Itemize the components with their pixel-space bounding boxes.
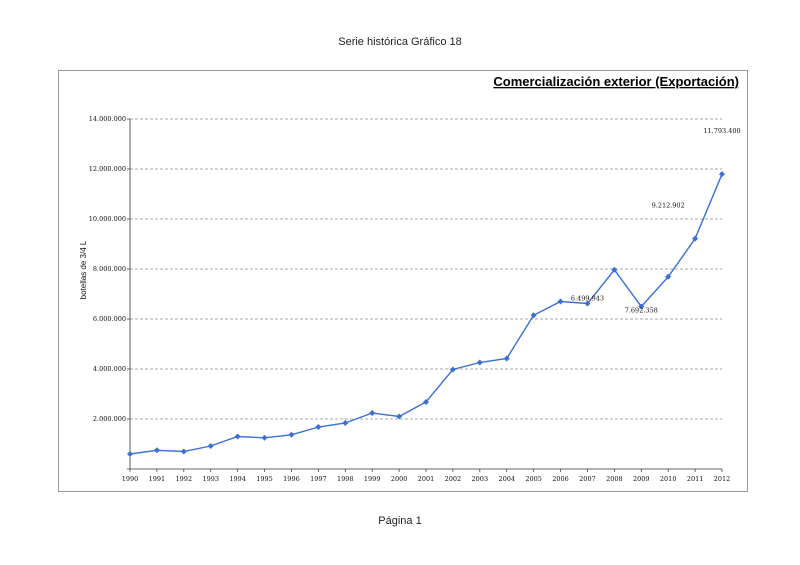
data-point — [557, 298, 564, 305]
y-axis-label: botellas de 3/4 L — [79, 240, 88, 299]
page-footer: Página 1 — [378, 515, 422, 527]
x-tick-label: 1991 — [149, 475, 166, 483]
y-tick-label: 2.000.000 — [93, 415, 126, 423]
data-point — [503, 355, 510, 362]
chart-title: Comercialización exterior (Exportación) — [493, 74, 739, 89]
x-tick-label: 2001 — [418, 475, 435, 483]
axes — [129, 119, 723, 472]
data-point — [127, 451, 133, 457]
x-tick-label: 2011 — [687, 475, 704, 483]
y-tick-label: 8.000.000 — [93, 265, 126, 273]
data-point — [449, 366, 456, 373]
data-point — [261, 434, 268, 441]
data-point — [665, 273, 672, 280]
x-tick-label: 1997 — [310, 475, 327, 483]
x-tick-labels: 1990 1991 1992 1993 1994 1995 1996 1997 1998 1999… — [122, 475, 731, 483]
x-tick-label: 2010 — [660, 475, 677, 483]
data-point — [396, 413, 403, 420]
x-tick-label: 2006 — [552, 475, 569, 483]
data-point — [530, 312, 537, 319]
data-label: 6.499.943 — [571, 294, 604, 302]
x-tick-label: 2003 — [472, 475, 489, 483]
chart-frame — [58, 70, 748, 492]
x-tick-label: 2012 — [714, 475, 731, 483]
x-tick-label: 2005 — [525, 475, 542, 483]
x-tick-label: 1992 — [176, 475, 193, 483]
data-label: 7.692.358 — [625, 306, 658, 314]
data-point — [476, 359, 483, 366]
x-tick-label: 1998 — [337, 475, 354, 483]
data-point — [692, 235, 699, 242]
x-tick-label: 1995 — [256, 475, 273, 483]
data-label: 11.793.400 — [703, 127, 740, 135]
y-tick-label: 6.000.000 — [93, 315, 126, 323]
data-point — [315, 424, 322, 430]
y-tick-labels: 2.000.000 4.000.000 6.000.000 8.000.000 10.0… — [89, 115, 126, 423]
data-point — [180, 448, 187, 455]
series-markers — [127, 171, 725, 457]
data-point — [584, 300, 591, 307]
x-tick-label: 2000 — [391, 475, 408, 483]
data-point — [207, 443, 214, 449]
data-point — [342, 420, 349, 426]
x-tick-label: 1990 — [122, 475, 139, 483]
data-point — [719, 171, 725, 178]
y-tick-label: 4.000.000 — [93, 365, 126, 373]
y-tick-label: 12.000.000 — [89, 165, 126, 173]
x-tick-label: 2004 — [498, 475, 515, 483]
x-tick-label: 1994 — [229, 475, 246, 483]
data-annotations: 11.793.400 9.212.902 6.499.943 7.692.358 — [571, 127, 741, 315]
data-point — [423, 399, 429, 405]
x-tick-label: 1999 — [364, 475, 381, 483]
x-tick-label: 1993 — [202, 475, 219, 483]
data-point — [638, 303, 645, 310]
data-label: 9.212.902 — [652, 201, 685, 209]
y-tick-label: 14.000.000 — [89, 115, 126, 123]
x-tick-label: 2002 — [445, 475, 462, 483]
x-tick-label: 2009 — [633, 475, 650, 483]
gridlines — [127, 118, 722, 470]
data-point — [288, 431, 295, 438]
x-tick-label: 1996 — [283, 475, 300, 483]
data-point — [153, 447, 160, 454]
y-tick-label: 10.000.000 — [89, 215, 126, 223]
data-point — [369, 410, 376, 416]
data-point — [234, 433, 241, 440]
data-point — [611, 266, 618, 273]
x-tick-label: 2008 — [606, 475, 623, 483]
x-tick-label: 2007 — [579, 475, 596, 483]
page-header: Serie histórica Gráfico 18 — [338, 36, 462, 48]
